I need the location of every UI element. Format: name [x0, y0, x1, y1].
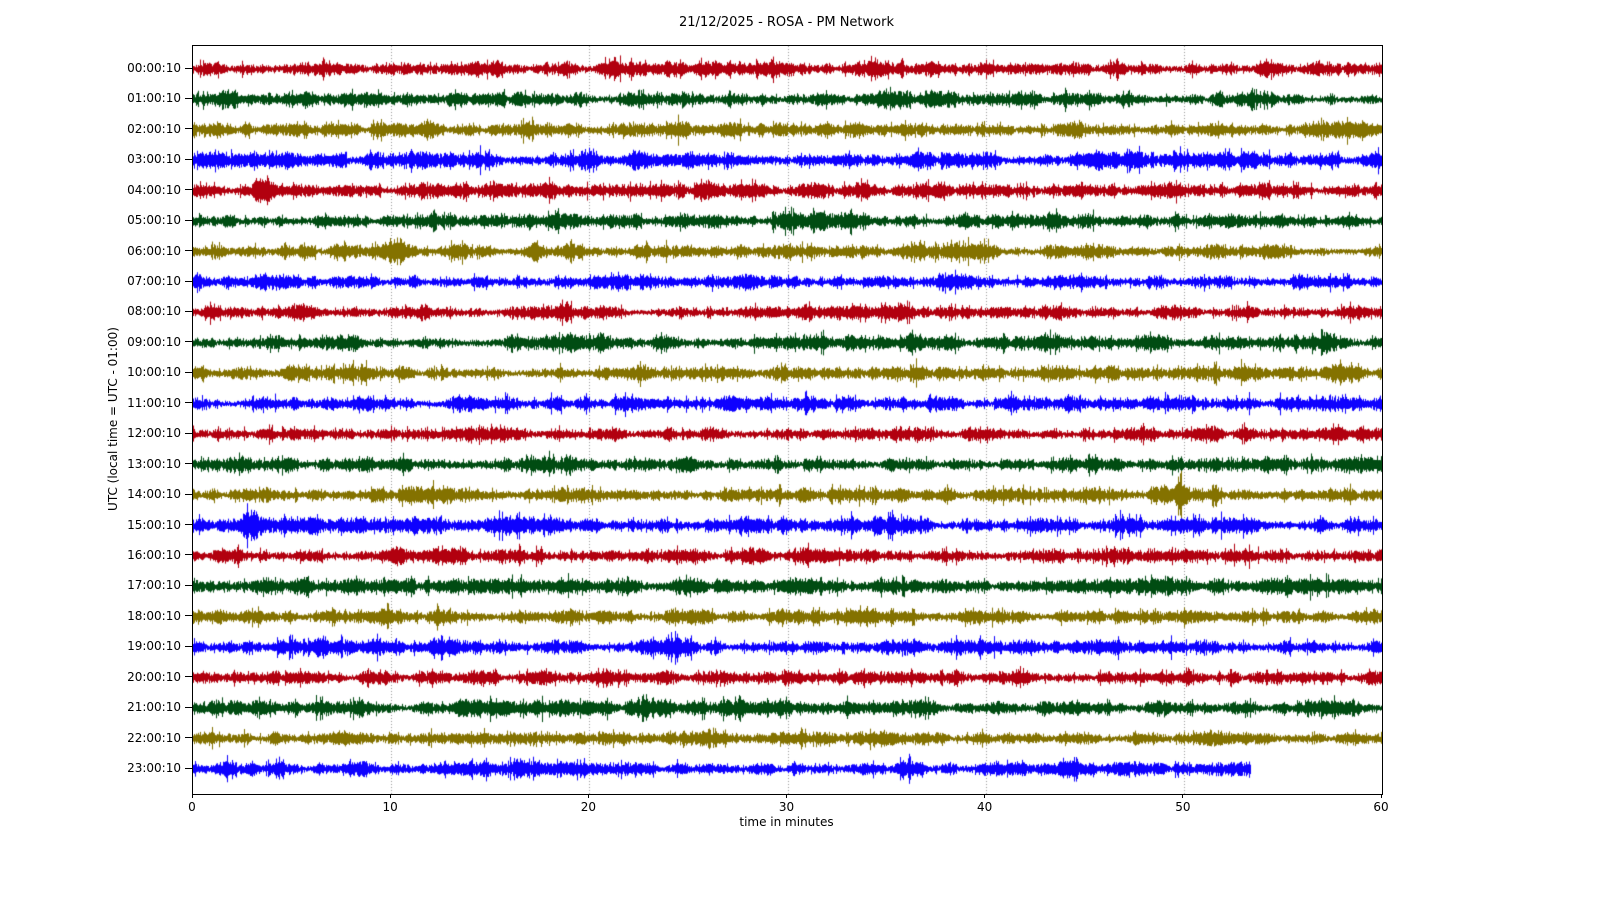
y-tick-mark [185, 676, 192, 678]
x-tick-mark [587, 794, 589, 798]
row-time-label: 18:00:10 [127, 608, 181, 623]
row-time-label: 14:00:10 [127, 487, 181, 502]
y-tick-mark [185, 493, 192, 495]
y-tick-mark [185, 432, 192, 434]
row-time-label: 13:00:10 [127, 456, 181, 471]
y-tick-mark [185, 250, 192, 252]
x-tick-label: 10 [382, 800, 398, 814]
x-tick-mark [1380, 794, 1382, 798]
y-tick-mark [185, 737, 192, 739]
row-time-label: 20:00:10 [127, 669, 181, 684]
row-time-label: 05:00:10 [127, 213, 181, 228]
plot-area [192, 45, 1383, 795]
row-time-label: 04:00:10 [127, 182, 181, 197]
y-tick-mark [185, 767, 192, 769]
y-tick-mark [185, 615, 192, 617]
y-tick-mark [185, 645, 192, 647]
row-time-label: 09:00:10 [127, 334, 181, 349]
chart-title: 21/12/2025 - ROSA - PM Network [679, 15, 894, 30]
y-tick-mark [185, 463, 192, 465]
x-tick-label: 60 [1373, 800, 1389, 814]
row-time-label: 06:00:10 [127, 243, 181, 258]
y-tick-mark [185, 584, 192, 586]
x-tick-label: 0 [188, 800, 196, 814]
x-axis-label: time in minutes [739, 815, 834, 829]
y-tick-mark [185, 67, 192, 69]
y-tick-mark [185, 706, 192, 708]
row-time-label: 02:00:10 [127, 121, 181, 136]
x-tick-mark [786, 794, 787, 798]
row-time-label: 19:00:10 [127, 639, 181, 654]
y-tick-mark [185, 219, 192, 221]
row-time-label: 07:00:10 [127, 274, 181, 289]
y-tick-mark [185, 524, 192, 526]
y-tick-mark [185, 554, 192, 556]
x-tick-mark [984, 794, 986, 798]
x-tick-mark [191, 794, 193, 798]
y-tick-mark [185, 158, 192, 160]
x-tick-label: 50 [1175, 800, 1191, 814]
row-time-label: 21:00:10 [127, 700, 181, 715]
row-time-label: 08:00:10 [127, 304, 181, 319]
row-time-label: 16:00:10 [127, 547, 181, 562]
row-time-label: 00:00:10 [127, 61, 181, 75]
row-time-label: 11:00:10 [127, 395, 181, 410]
x-tick-mark [389, 794, 391, 798]
row-time-label: 15:00:10 [127, 517, 181, 532]
x-tick-label: 20 [580, 800, 596, 814]
y-tick-mark [185, 402, 192, 404]
row-time-label: 12:00:10 [127, 426, 181, 441]
row-time-label: 23:00:10 [127, 761, 181, 775]
row-time-label: 03:00:10 [127, 152, 181, 167]
seismogram-canvas [193, 46, 1382, 794]
y-tick-mark [185, 310, 192, 312]
row-time-label: 10:00:10 [127, 365, 181, 380]
row-time-label: 22:00:10 [127, 730, 181, 745]
x-tick-label: 40 [977, 800, 993, 814]
y-tick-mark [185, 97, 192, 99]
row-time-label: 01:00:10 [127, 91, 181, 106]
x-tick-label: 30 [778, 800, 795, 814]
y-tick-mark [185, 280, 192, 282]
y-axis-label: UTC (local time = UTC - 01:00) [106, 327, 120, 511]
row-time-label: 17:00:10 [127, 578, 181, 593]
y-tick-mark [185, 341, 192, 343]
y-tick-mark [185, 189, 192, 191]
x-tick-mark [1182, 794, 1184, 798]
y-tick-mark [185, 371, 192, 373]
y-tick-mark [185, 128, 192, 130]
